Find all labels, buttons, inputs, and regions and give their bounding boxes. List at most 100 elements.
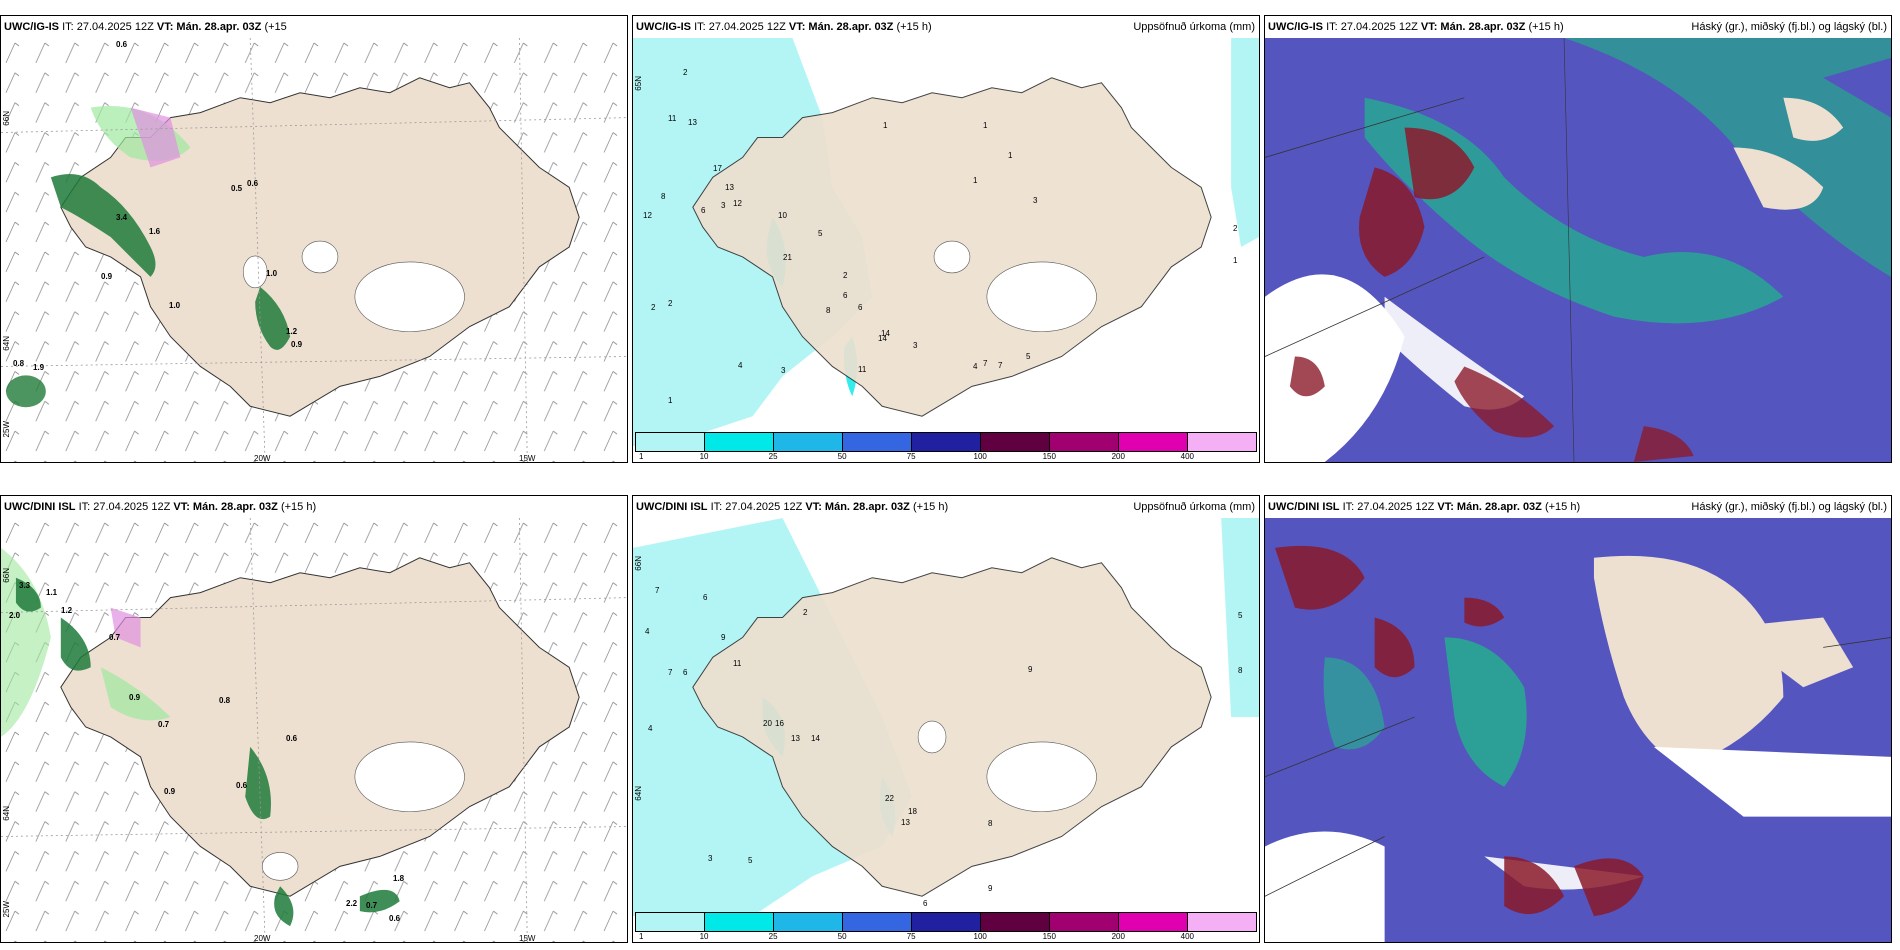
precip-value: 1: [973, 176, 978, 185]
colorbar-segment: [981, 913, 1050, 931]
map-area: [633, 38, 1259, 462]
precip-value: 5: [1026, 352, 1031, 361]
precip-value: 1: [883, 121, 888, 130]
lat-tick: 66N: [2, 111, 11, 126]
precip-value: 3.3: [19, 581, 31, 590]
colorbar-label: 10: [699, 932, 709, 941]
lead-time: (+15: [264, 21, 287, 33]
precip-value: 2: [843, 271, 848, 280]
precip-value: 6: [843, 291, 848, 300]
colorbar-segment: [1119, 433, 1188, 451]
colorbar-label: 150: [1042, 452, 1056, 461]
init-time: IT: 27.04.2025 12Z: [710, 501, 803, 513]
model-name: UWC/IG-IS: [1268, 21, 1323, 33]
colorbar-segment: [774, 433, 843, 451]
colorbar-label: 1: [638, 932, 644, 941]
lon-tick: 25W: [2, 901, 11, 918]
lon-tick: 20W: [254, 454, 271, 463]
valid-time: VT: Mán. 28.apr. 03Z: [1420, 21, 1526, 33]
precip-value: 2: [803, 608, 808, 617]
lon-tick: 20W: [254, 934, 271, 943]
colorbar-segment: [843, 433, 912, 451]
precip-value: 5: [1238, 611, 1243, 620]
init-time: IT: 27.04.2025 12Z: [78, 501, 171, 513]
precip-value: 0.9: [101, 272, 113, 281]
colorbar-label: 75: [906, 932, 916, 941]
colorbar-segment: [1050, 913, 1119, 931]
panel-accumulated-precip-dini: UWC/DINI ISL IT: 27.04.2025 12Z VT: Mán.…: [632, 495, 1260, 943]
lat-tick: 66N: [2, 568, 11, 583]
cloud-map: [1265, 38, 1891, 462]
colorbar-label: 25: [768, 932, 778, 941]
precip-value: 14: [811, 734, 820, 743]
precip-value: 1.0: [266, 269, 278, 278]
precip-value: 3: [708, 854, 713, 863]
panel-header: UWC/IG-IS IT: 27.04.2025 12Z VT: Mán. 28…: [633, 16, 1259, 38]
precip-value: 0.8: [13, 359, 25, 368]
precip-value: 4: [738, 361, 743, 370]
precip-colorbar: [635, 432, 1257, 452]
precip-value: 2: [651, 303, 656, 312]
valid-time: VT: Mán. 28.apr. 03Z: [1437, 501, 1542, 513]
colorbar-label: 400: [1180, 932, 1195, 941]
precip-value: 9: [1028, 665, 1033, 674]
lat-tick: 64N: [634, 786, 643, 801]
lead-time: (+15 h): [1528, 21, 1564, 33]
precip-value: 0.9: [129, 693, 141, 702]
colorbar-label: 10: [699, 452, 709, 461]
precip-value: 0.7: [158, 720, 170, 729]
precip-value: 5: [748, 856, 753, 865]
precip-value: 2.2: [346, 899, 358, 908]
model-name: UWC/DINI ISL: [636, 501, 708, 513]
precip-value: 12: [643, 211, 652, 220]
colorbar-segment: [705, 433, 774, 451]
precip-value: 4: [648, 724, 653, 733]
lat-tick: 65N: [634, 76, 643, 91]
colorbar-segment: [912, 433, 981, 451]
colorbar-segment: [1188, 913, 1256, 931]
map-area: [1265, 518, 1891, 942]
panel-header: UWC/IG-IS IT: 27.04.2025 12Z VT: Mán. 28…: [1, 16, 627, 38]
colorbar-label: 200: [1111, 932, 1125, 941]
panel-header: UWC/DINI ISL IT: 27.04.2025 12Z VT: Mán.…: [1265, 496, 1891, 518]
model-name: UWC/IG-IS: [4, 21, 59, 33]
precip-value: 3: [721, 201, 726, 210]
precip-colorbar: [635, 912, 1257, 932]
precip-value: 0.6: [389, 914, 401, 923]
precip-value: 1: [668, 396, 673, 405]
precip-value: 6: [923, 899, 928, 908]
lon-tick: 15W: [519, 454, 536, 463]
lat-tick: 66N: [634, 556, 643, 571]
precip-value: 2.0: [9, 611, 21, 620]
colorbar-labels: 1 10 25 50 75 100 150 200 400: [635, 452, 1257, 462]
colorbar-segment: [843, 913, 912, 931]
colorbar-labels: 1 10 25 50 75 100 150 200 400: [635, 932, 1257, 942]
precip-value: 14: [878, 334, 887, 343]
precip-value: 0.9: [164, 787, 176, 796]
precip-value: 3.4: [116, 213, 128, 222]
precip-value: 0.9: [291, 340, 303, 349]
precip-value: 1.8: [393, 874, 405, 883]
precip-value: 0.7: [109, 633, 121, 642]
precip-value: 1.6: [149, 227, 161, 236]
precip-value: 9: [721, 633, 726, 642]
colorbar-segment: [705, 913, 774, 931]
map-area: [1, 38, 627, 462]
model-name: UWC/DINI ISL: [1268, 501, 1340, 513]
precip-value: 18: [908, 807, 917, 816]
colorbar-segment: [636, 913, 705, 931]
precip-value: 11: [733, 659, 742, 668]
precip-value: 6: [858, 303, 863, 312]
precip-value: 1: [1233, 256, 1238, 265]
precip-value: 0.6: [286, 734, 298, 743]
precip-value: 7: [983, 359, 988, 368]
colorbar-label: 100: [973, 452, 987, 461]
colorbar-label: 100: [973, 932, 987, 941]
map-area: [1265, 38, 1891, 462]
map-area: [1, 518, 627, 942]
colorbar-label: 75: [906, 452, 916, 461]
map-area: [633, 518, 1259, 942]
precip-value: 3: [1033, 196, 1038, 205]
precip-value: 2: [668, 299, 673, 308]
precip-value: 10: [778, 211, 787, 220]
